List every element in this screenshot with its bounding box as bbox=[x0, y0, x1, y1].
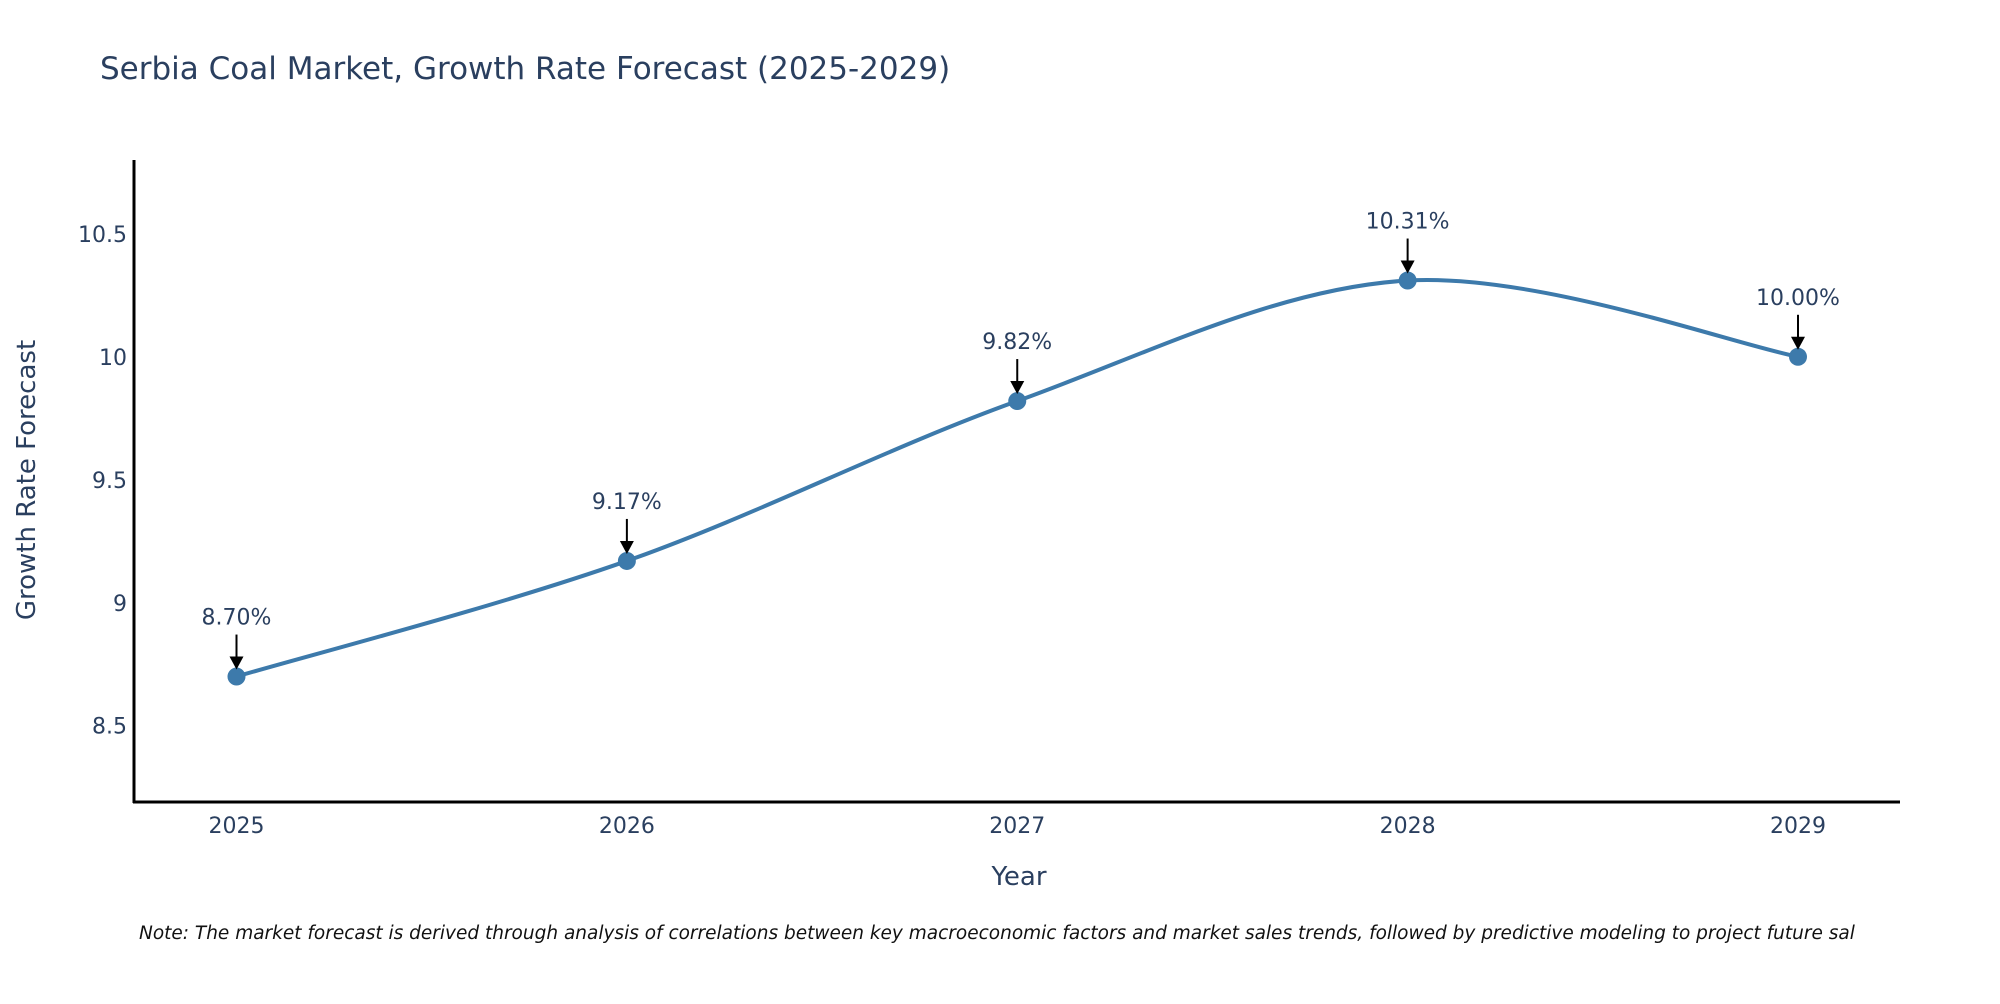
data-label-annotation: 8.70% bbox=[202, 606, 272, 670]
y-axis-title: Growth Rate Forecast bbox=[12, 340, 42, 620]
x-axis-ticks: 2025 2026 2027 2028 2029 bbox=[209, 814, 1827, 839]
data-point[interactable] bbox=[1008, 392, 1027, 411]
x-tick-label: 2026 bbox=[599, 814, 655, 839]
y-tick-label: 9 bbox=[113, 592, 127, 617]
data-label: 10.31% bbox=[1366, 210, 1450, 235]
data-point[interactable] bbox=[1398, 271, 1417, 290]
chart-title: Serbia Coal Market, Growth Rate Forecast… bbox=[100, 51, 950, 87]
annotation-arrow-head bbox=[619, 540, 634, 554]
annotation-arrow-head bbox=[229, 656, 244, 670]
data-labels: 8.70% 9.17% 9.82% 10.31% 10.00% bbox=[202, 210, 1840, 670]
footnote: Note: The market forecast is derived thr… bbox=[139, 923, 1856, 944]
x-tick-label: 2028 bbox=[1380, 814, 1436, 839]
x-tick-label: 2027 bbox=[989, 814, 1045, 839]
x-tick-label: 2029 bbox=[1770, 814, 1826, 839]
data-label-annotation: 9.17% bbox=[592, 490, 662, 554]
data-point[interactable] bbox=[227, 667, 246, 686]
y-axis-ticks: 8.5 9 9.5 10 10.5 bbox=[78, 223, 127, 740]
data-label: 9.17% bbox=[592, 490, 662, 515]
y-tick-label: 10.5 bbox=[78, 223, 127, 248]
y-tick-label: 10 bbox=[99, 346, 127, 371]
data-label-annotation: 10.31% bbox=[1366, 210, 1450, 274]
x-tick-label: 2025 bbox=[209, 814, 265, 839]
data-point[interactable] bbox=[617, 551, 636, 570]
data-label: 8.70% bbox=[202, 606, 272, 631]
y-tick-label: 9.5 bbox=[92, 469, 127, 494]
annotation-arrow-head bbox=[1400, 260, 1415, 274]
y-tick-label: 8.5 bbox=[92, 715, 127, 740]
x-axis-title: Year bbox=[990, 862, 1046, 892]
data-label: 10.00% bbox=[1756, 286, 1840, 311]
data-label-annotation: 9.82% bbox=[982, 330, 1052, 395]
data-point[interactable] bbox=[1789, 347, 1807, 366]
data-label: 9.82% bbox=[982, 330, 1052, 355]
annotation-arrow-head bbox=[1010, 381, 1025, 395]
data-label-annotation: 10.00% bbox=[1756, 286, 1840, 350]
data-points bbox=[227, 271, 1807, 686]
annotation-arrow-head bbox=[1791, 336, 1805, 350]
